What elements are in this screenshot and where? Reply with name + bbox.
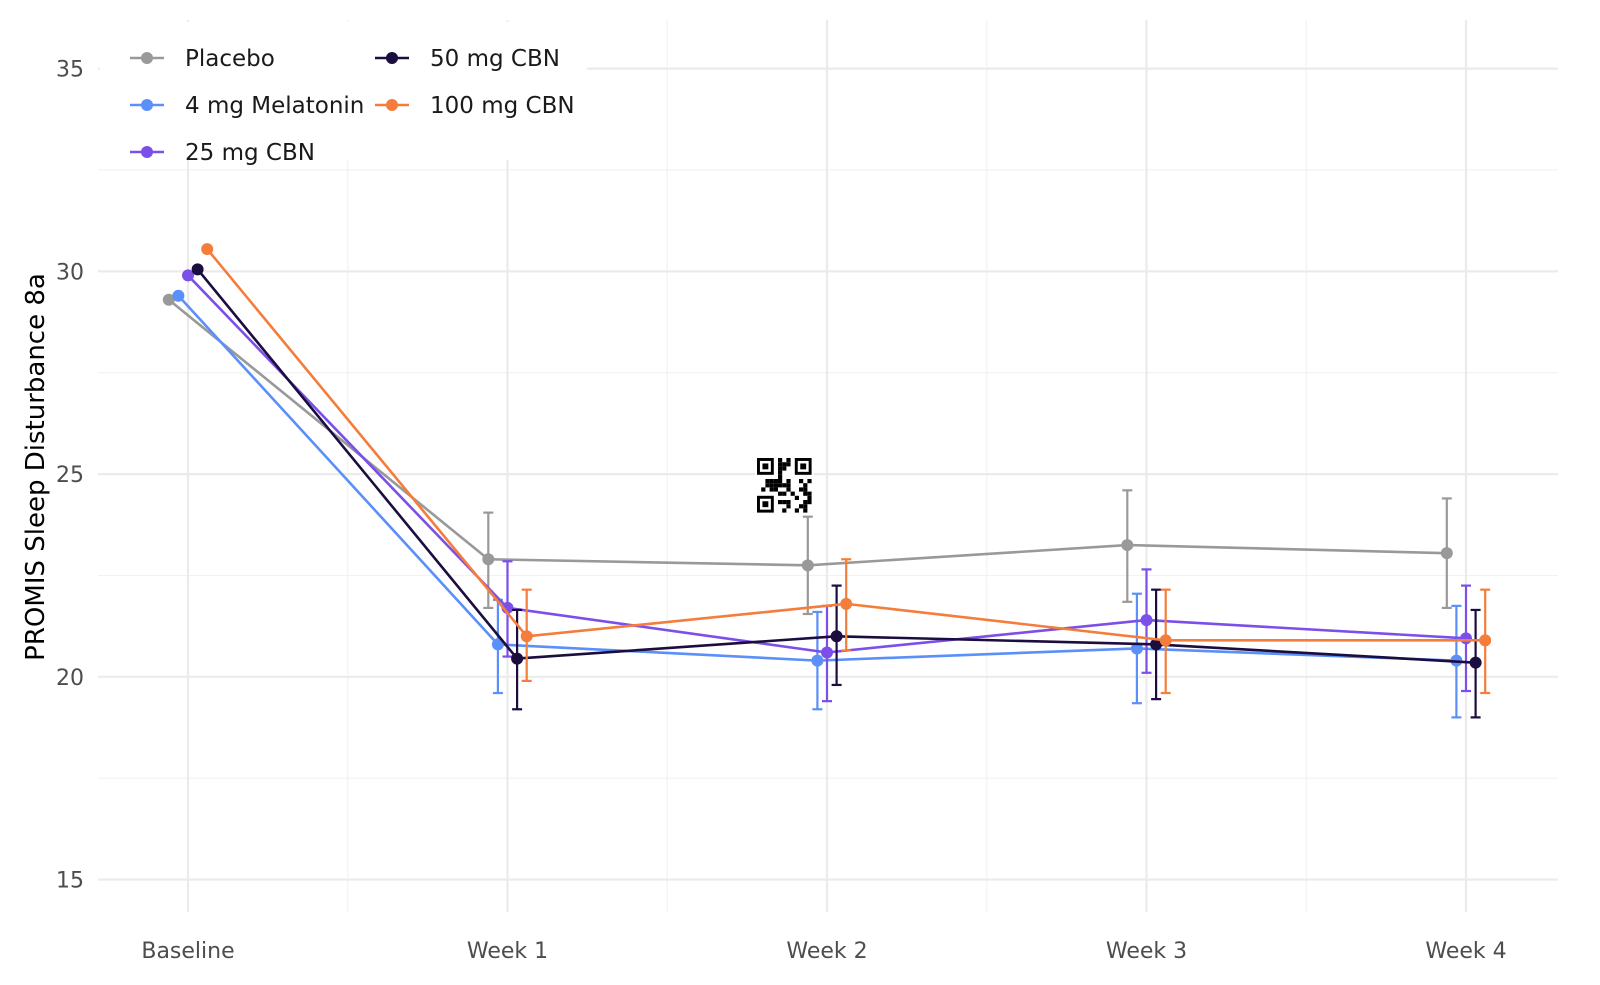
y-tick-label: 15 bbox=[56, 869, 84, 894]
legend-item: 50 mg CBN bbox=[375, 46, 560, 72]
data-point bbox=[520, 630, 533, 643]
data-point bbox=[511, 652, 524, 665]
series-group bbox=[162, 243, 1492, 719]
data-point bbox=[172, 289, 185, 302]
legend-background bbox=[100, 22, 587, 160]
data-point bbox=[801, 559, 814, 572]
legend: Placebo 4 mg Melatonin 25 mg CBN 50 mg CBN 1… bbox=[100, 22, 587, 166]
series-1 bbox=[172, 289, 1463, 719]
data-point bbox=[840, 597, 853, 610]
data-point bbox=[1140, 614, 1153, 627]
y-tick-label: 30 bbox=[56, 260, 84, 285]
x-tick-label: Baseline bbox=[141, 939, 234, 964]
y-tick-label: 20 bbox=[56, 666, 84, 691]
axes: PROMIS Sleep Disturbance 8a 15 20 25 30 35 Ba… bbox=[21, 58, 1507, 964]
data-point bbox=[191, 263, 204, 276]
data-point bbox=[1150, 638, 1163, 651]
legend-item: 100 mg CBN bbox=[375, 93, 575, 119]
series-0 bbox=[162, 293, 1453, 616]
data-point bbox=[1130, 642, 1143, 655]
x-tick-label: Week 3 bbox=[1106, 939, 1187, 964]
data-point bbox=[1121, 539, 1134, 552]
data-point bbox=[821, 646, 833, 659]
legend-label: 50 mg CBN bbox=[430, 46, 560, 72]
data-point bbox=[830, 630, 843, 643]
data-point bbox=[482, 553, 495, 566]
x-tick-label: Week 2 bbox=[786, 939, 867, 964]
legend-label: Placebo bbox=[185, 46, 275, 72]
series-3 bbox=[191, 263, 1482, 719]
qr-code-icon bbox=[755, 456, 814, 515]
y-tick-label: 35 bbox=[56, 58, 84, 83]
legend-item: 4 mg Melatonin bbox=[130, 93, 364, 119]
data-point bbox=[201, 243, 214, 256]
data-point bbox=[491, 638, 504, 651]
legend-label: 4 mg Melatonin bbox=[185, 93, 364, 119]
data-point bbox=[162, 293, 175, 306]
data-point bbox=[1469, 656, 1482, 669]
data-point bbox=[1479, 634, 1492, 647]
legend-label: 100 mg CBN bbox=[430, 93, 575, 119]
data-point bbox=[811, 654, 824, 667]
data-point bbox=[182, 269, 194, 282]
series-4 bbox=[201, 243, 1492, 695]
x-tick-label: Week 4 bbox=[1425, 939, 1506, 964]
legend-label: 25 mg CBN bbox=[185, 140, 315, 166]
legend-item: Placebo bbox=[130, 46, 275, 72]
y-axis-title: PROMIS Sleep Disturbance 8a bbox=[21, 273, 51, 661]
x-tick-label: Week 1 bbox=[467, 939, 548, 964]
data-point bbox=[1440, 547, 1453, 560]
data-point bbox=[1159, 634, 1172, 647]
data-point bbox=[1460, 632, 1472, 645]
y-tick-label: 25 bbox=[56, 463, 84, 488]
legend-item: 25 mg CBN bbox=[130, 140, 315, 166]
